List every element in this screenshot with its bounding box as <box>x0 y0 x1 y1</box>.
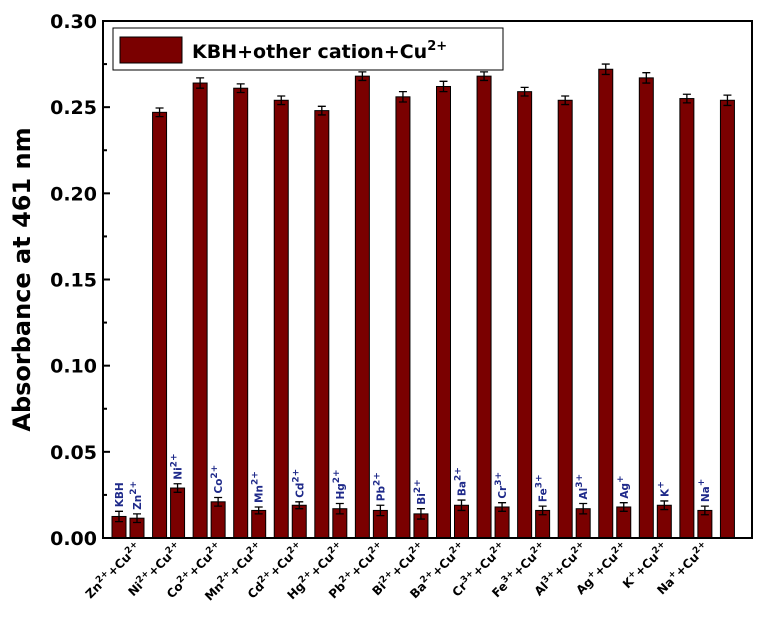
bar-cation-error-bar <box>335 502 344 515</box>
bar-with-copper <box>679 98 695 539</box>
inner-label-second: Na+ <box>697 479 712 502</box>
inner-label-second: Pb2+ <box>372 472 387 501</box>
bar-with-copper <box>719 99 735 539</box>
bar-cation <box>170 487 186 539</box>
bar-with-copper <box>517 91 533 539</box>
x-tick-labels-layer: Zn2++Cu2+Ni2++Cu2+Co2++Cu2+Mn2++Cu2+Cd2+… <box>83 540 708 604</box>
bar-with-copper <box>233 87 249 539</box>
inner-label-second: Ni2+ <box>170 454 185 480</box>
bar-with-copper <box>314 110 330 539</box>
bar-with-copper-error-bar <box>561 95 570 106</box>
inner-label-second: Al3+ <box>575 474 590 500</box>
bar-with-copper <box>273 99 289 539</box>
inner-label-second: Bi2+ <box>413 479 428 504</box>
bar-with-copper <box>598 68 614 539</box>
bar-cation-error-bar <box>214 496 223 507</box>
bar-cation-error-bar <box>416 508 425 520</box>
bar-with-copper-error-bar <box>155 107 164 118</box>
bar-with-copper-error-bar <box>682 93 691 104</box>
bar-cation <box>291 504 307 539</box>
y-tick-label: 0.15 <box>50 270 97 292</box>
bar-cation-error-bar <box>498 502 507 512</box>
bar-with-copper <box>192 82 208 539</box>
bar-with-copper-error-bar <box>317 105 326 116</box>
bar-with-copper <box>638 77 654 539</box>
bar-with-copper <box>476 75 492 539</box>
bar-with-copper <box>395 96 411 539</box>
inner-label-second: Fe3+ <box>535 474 550 502</box>
bar-with-copper-error-bar <box>642 72 651 84</box>
bar-cation-error-bar <box>173 483 182 493</box>
inner-label-second: Cr3+ <box>494 472 509 499</box>
y-tick-label: 0.25 <box>50 97 97 119</box>
y-tick-label: 0.10 <box>50 356 97 378</box>
bar-with-copper-error-bar <box>196 77 205 89</box>
bar-cation-error-bar <box>133 513 141 524</box>
bar-with-copper-error-bar <box>236 83 245 94</box>
y-tick-label: 0.30 <box>50 11 97 33</box>
legend-label: KBH+other cation+Cu2+ <box>192 39 447 63</box>
inner-label-second: Co2+ <box>210 465 225 494</box>
bar-cation <box>251 509 267 539</box>
bar-with-copper <box>152 111 168 539</box>
bar-cation-error-bar <box>619 502 628 512</box>
bar-with-copper-error-bar <box>480 71 489 82</box>
bar-cation-error-bar <box>700 505 709 516</box>
bar-cation-error-bar <box>254 506 263 515</box>
inner-label-second: Cd2+ <box>291 469 306 498</box>
bar-cation-error-bar <box>660 500 669 511</box>
bar-with-copper-error-bar <box>723 94 732 107</box>
bar-cation-error-bar <box>457 499 466 512</box>
bar-with-copper-error-bar <box>398 91 407 103</box>
legend-label-main: KBH+other cation+Cu <box>192 41 427 63</box>
inner-label-second: Mn2+ <box>251 471 266 503</box>
bar-cation-error-bar <box>538 505 547 516</box>
legend-label-sup: 2+ <box>427 39 447 54</box>
inner-label-first: KBH <box>114 482 126 507</box>
bar-with-copper-error-bar <box>358 71 367 82</box>
legend-swatch <box>119 36 183 64</box>
bar-with-copper <box>354 75 370 539</box>
bar-cation-error-bar <box>295 501 304 510</box>
inner-label-second: Ba2+ <box>454 467 469 496</box>
bar-with-copper <box>436 85 451 539</box>
bar-with-copper-error-bar <box>277 95 286 106</box>
bar-cation <box>210 501 226 539</box>
bar-cation-error-bar <box>376 504 385 517</box>
bar-with-copper-error-bar <box>439 80 448 93</box>
y-tick-label: 0.00 <box>50 528 97 550</box>
inner-label-second: Ag+ <box>616 475 631 498</box>
inner-labels-layer: KBH Zn2+ Ni2+ Co2+ Mn2+ Cd2+ Hg2+ Pb2+ Bi2+ Ba2+ C… <box>114 454 712 510</box>
bar-with-copper-error-bar <box>115 510 123 523</box>
legend: KBH+other cation+Cu2+ <box>112 27 504 71</box>
bars-layer <box>111 63 735 539</box>
inner-label-second: Hg2+ <box>332 469 347 499</box>
inner-label-second: Zn2+ <box>129 481 144 510</box>
y-axis-label: Absorbance at 461 nm <box>8 127 36 431</box>
bar-with-copper-error-bar <box>601 63 610 76</box>
y-tick-label: 0.05 <box>50 442 97 464</box>
bar-with-copper <box>557 99 573 539</box>
bar-with-copper-error-bar <box>520 86 529 97</box>
y-tick-label: 0.20 <box>50 183 97 205</box>
inner-label-second: K+ <box>656 481 671 497</box>
axes-layer: 0.00 0.05 0.10 0.15 0.20 0.25 0.30 <box>50 11 753 550</box>
bar-cation-error-bar <box>579 502 588 515</box>
